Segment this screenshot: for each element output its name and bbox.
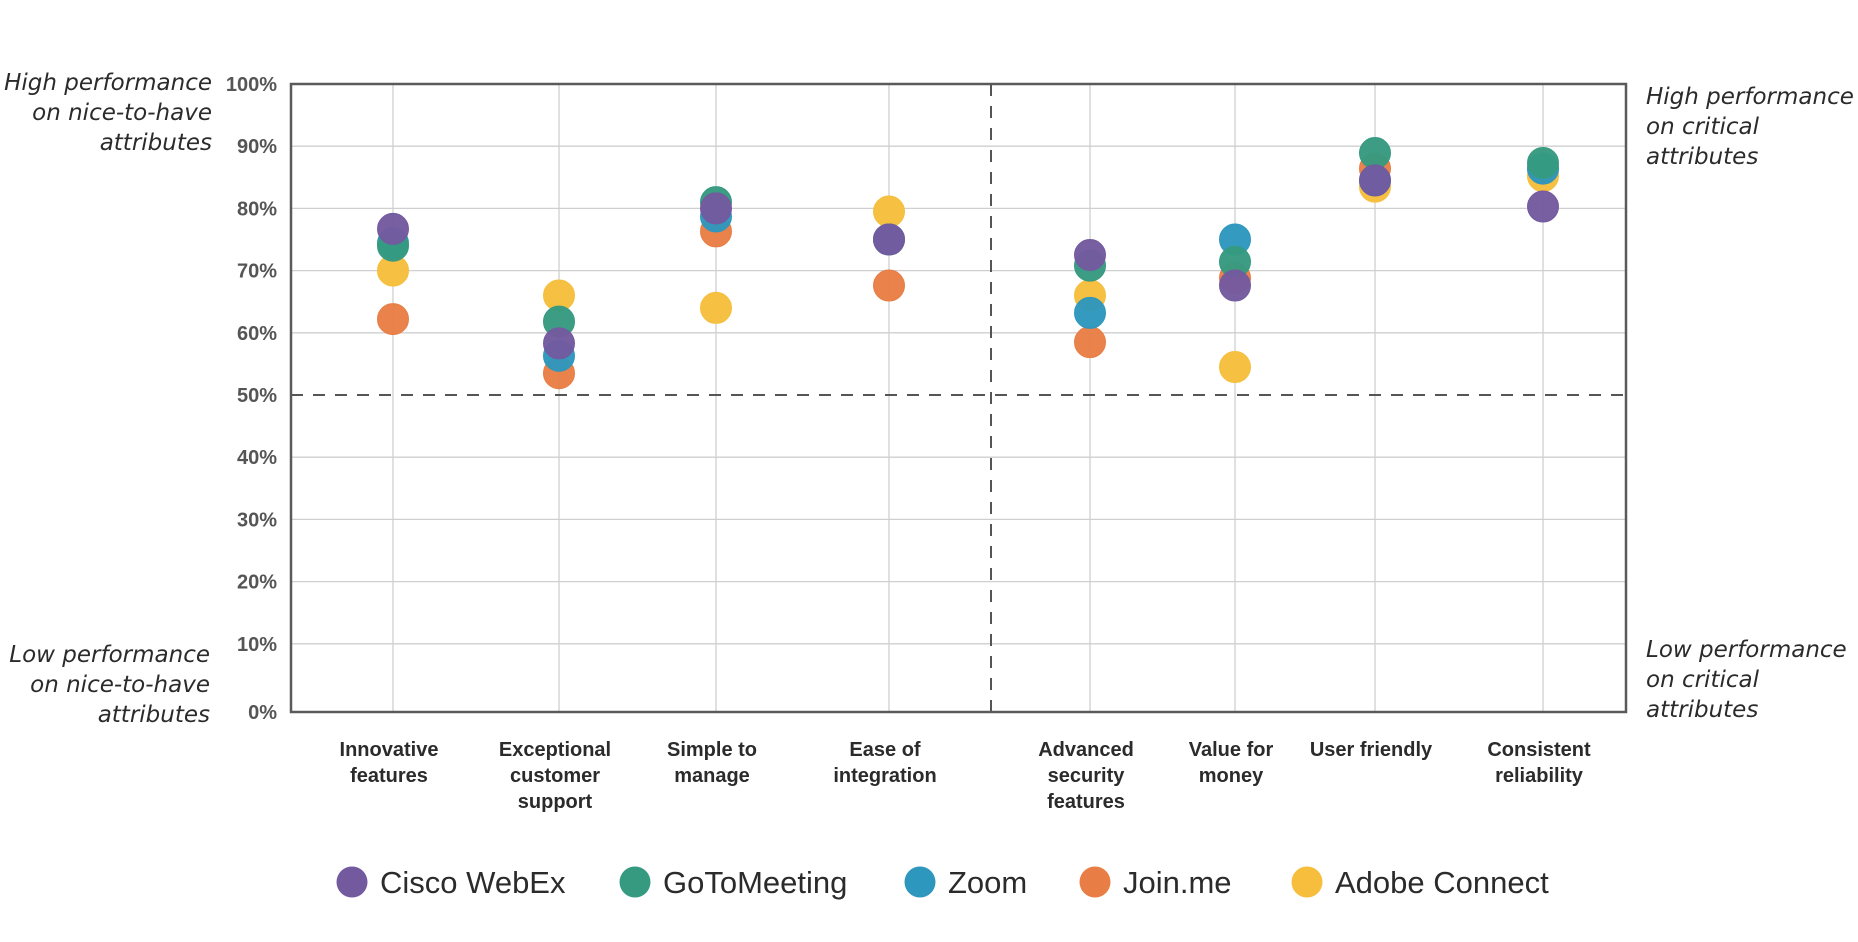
data-point bbox=[543, 327, 575, 360]
x-axis-label: Exceptional customer support bbox=[499, 739, 611, 813]
annotation-line: High performance bbox=[4, 70, 212, 96]
plot-frame bbox=[289, 82, 1628, 714]
y-tick-label: 50% bbox=[237, 385, 277, 407]
data-point bbox=[700, 192, 732, 225]
legend-marker bbox=[1079, 866, 1111, 898]
legend-item: Adobe Connect bbox=[1291, 865, 1549, 900]
x-axis-labels: Innovative features Exceptional customer sup… bbox=[340, 739, 1591, 813]
x-axis-label: Innovative features bbox=[340, 739, 439, 787]
legend-label: Adobe Connect bbox=[1335, 865, 1549, 900]
y-tick-label: 20% bbox=[237, 572, 277, 594]
data-point bbox=[377, 303, 409, 336]
y-tick-label: 10% bbox=[237, 634, 277, 656]
quadrant-annotations: High performance on nice-to-have attribute… bbox=[4, 70, 1854, 728]
data-point bbox=[1074, 326, 1106, 359]
x-axis-label-line: Exceptional bbox=[499, 739, 611, 761]
legend-marker bbox=[904, 866, 936, 898]
annotation-line: attributes bbox=[100, 130, 212, 156]
data-point bbox=[1074, 296, 1106, 329]
legend-item: Cisco WebEx bbox=[336, 865, 566, 900]
annotation-line: Low performance bbox=[9, 642, 210, 668]
y-tick-label: 90% bbox=[237, 136, 277, 158]
legend-label: Join.me bbox=[1123, 865, 1232, 900]
x-axis-label-line: integration bbox=[833, 765, 936, 787]
y-tick-label: 30% bbox=[237, 509, 277, 531]
series-cisco-webex bbox=[377, 164, 1559, 360]
data-point bbox=[1359, 164, 1391, 197]
x-axis-label-line: money bbox=[1199, 765, 1264, 787]
legend-label: Cisco WebEx bbox=[380, 865, 566, 900]
legend-item: GoToMeeting bbox=[619, 865, 847, 900]
x-axis-label-line: Consistent bbox=[1487, 739, 1591, 761]
annotation-line: on nice-to-have bbox=[32, 100, 212, 126]
annotation-bottom-left: Low performance on nice-to-have attributes bbox=[9, 642, 210, 728]
x-axis-label-line: customer bbox=[510, 765, 600, 787]
y-tick-label: 100% bbox=[226, 74, 277, 96]
y-tick-label: 60% bbox=[237, 323, 277, 345]
x-axis-label-line: Simple to bbox=[667, 739, 757, 761]
data-point bbox=[873, 269, 905, 302]
x-axis-label-line: User friendly bbox=[1310, 739, 1433, 761]
x-axis-label: Value for money bbox=[1189, 739, 1274, 787]
y-tick-label: 0% bbox=[248, 702, 277, 724]
legend-item: Zoom bbox=[904, 865, 1027, 900]
data-point bbox=[1219, 351, 1251, 384]
annotation-top-left: High performance on nice-to-have attribute… bbox=[4, 70, 212, 156]
y-tick-label: 40% bbox=[237, 447, 277, 469]
legend-marker bbox=[336, 866, 368, 898]
y-tick-label: 70% bbox=[237, 261, 277, 283]
annotation-line: attributes bbox=[1646, 697, 1758, 723]
annotation-line: on nice-to-have bbox=[30, 672, 210, 698]
legend-label: GoToMeeting bbox=[663, 865, 847, 900]
data-point bbox=[1527, 146, 1559, 179]
data-point bbox=[377, 212, 409, 245]
x-axis-label-line: Value for bbox=[1189, 739, 1274, 761]
x-axis-label: Simple to manage bbox=[667, 739, 757, 787]
legend-marker bbox=[619, 866, 651, 898]
x-axis-label: User friendly bbox=[1310, 739, 1433, 761]
annotation-top-right: High performance on critical attributes bbox=[1646, 84, 1854, 170]
x-axis-label-line: reliability bbox=[1495, 765, 1584, 787]
data-point bbox=[1219, 269, 1251, 302]
data-points bbox=[377, 137, 1559, 390]
annotation-line: on critical bbox=[1646, 114, 1760, 140]
x-axis-label: Ease of integration bbox=[833, 739, 936, 787]
x-axis-label-line: features bbox=[350, 765, 428, 787]
x-axis-label-line: manage bbox=[674, 765, 750, 787]
x-axis-label-line: Ease of bbox=[849, 739, 920, 761]
legend: Cisco WebEx GoToMeeting Zoom Join.me Adobe C… bbox=[336, 865, 1549, 900]
annotation-line: attributes bbox=[1646, 144, 1758, 170]
y-tick-label: 80% bbox=[237, 198, 277, 220]
data-point bbox=[1527, 190, 1559, 223]
annotation-line: High performance bbox=[1646, 84, 1854, 110]
y-axis-ticks: 0% 10% 20% 30% 40% 50% 60% 70% 80% 90% 100% bbox=[226, 74, 277, 724]
grid-layer bbox=[289, 82, 1628, 714]
x-axis-label: Consistent reliability bbox=[1487, 739, 1591, 787]
x-axis-label-line: support bbox=[518, 791, 593, 813]
legend-item: Join.me bbox=[1079, 865, 1232, 900]
data-point bbox=[873, 195, 905, 228]
legend-label: Zoom bbox=[948, 865, 1027, 900]
x-axis-label-line: security bbox=[1048, 765, 1126, 787]
x-axis-label: Advanced security features bbox=[1038, 739, 1134, 813]
x-axis-label-line: features bbox=[1047, 791, 1125, 813]
data-point bbox=[700, 291, 732, 324]
annotation-line: Low performance bbox=[1646, 637, 1847, 663]
legend-marker bbox=[1291, 866, 1323, 898]
data-point bbox=[1359, 137, 1391, 170]
annotation-line: attributes bbox=[98, 702, 210, 728]
x-axis-label-line: Innovative bbox=[340, 739, 439, 761]
data-point bbox=[873, 223, 905, 256]
annotation-line: on critical bbox=[1646, 667, 1760, 693]
x-axis-label-line: Advanced bbox=[1038, 739, 1134, 761]
data-point bbox=[1074, 239, 1106, 272]
annotation-bottom-right: Low performance on critical attributes bbox=[1646, 637, 1847, 723]
